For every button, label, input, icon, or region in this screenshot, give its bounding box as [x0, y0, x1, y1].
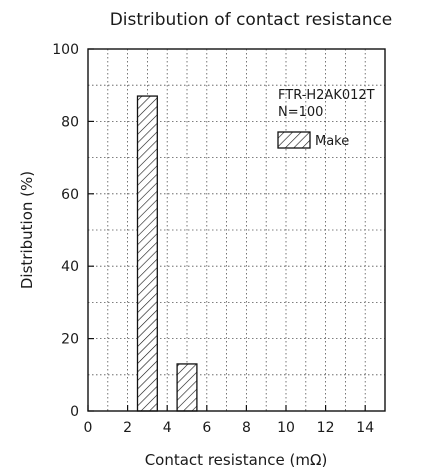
- y-tick-label: 40: [61, 259, 79, 275]
- x-tick-label: 10: [277, 420, 295, 436]
- bar-0: [136, 95, 158, 412]
- legend: FTR-H2AK012T N=100 Make: [277, 88, 375, 149]
- legend-swatch: [277, 131, 311, 149]
- x-tick-label: 8: [242, 420, 251, 436]
- y-tick-label: 100: [52, 42, 79, 58]
- legend-label: Make: [315, 134, 349, 149]
- annotation-sample-size: N=100: [278, 105, 323, 120]
- grid: [88, 49, 385, 411]
- y-tick-label: 20: [61, 332, 79, 348]
- x-tick-label: 6: [202, 420, 211, 436]
- x-axis-label: Contact resistance (mΩ): [145, 451, 328, 469]
- bar-1: [176, 363, 198, 412]
- y-tick-label: 80: [61, 114, 79, 130]
- y-tick-labels: 0 20 40 60 80 100: [52, 42, 79, 420]
- y-tick-label: 0: [70, 404, 79, 420]
- x-tick-label: 2: [123, 420, 132, 436]
- y-axis-label: Distribution (%): [18, 171, 36, 289]
- plot-frame: [87, 48, 386, 412]
- x-tick-label: 0: [84, 420, 93, 436]
- axis-ticks: [87, 48, 366, 412]
- x-tick-label: 14: [356, 420, 374, 436]
- chart-title: Distribution of contact resistance: [110, 10, 393, 30]
- x-tick-labels: 0 2 4 6 8 10 12 14: [84, 420, 375, 436]
- annotation-model: FTR-H2AK012T: [278, 88, 375, 103]
- y-tick-label: 60: [61, 187, 79, 203]
- x-tick-label: 12: [317, 420, 335, 436]
- x-tick-label: 4: [163, 420, 172, 436]
